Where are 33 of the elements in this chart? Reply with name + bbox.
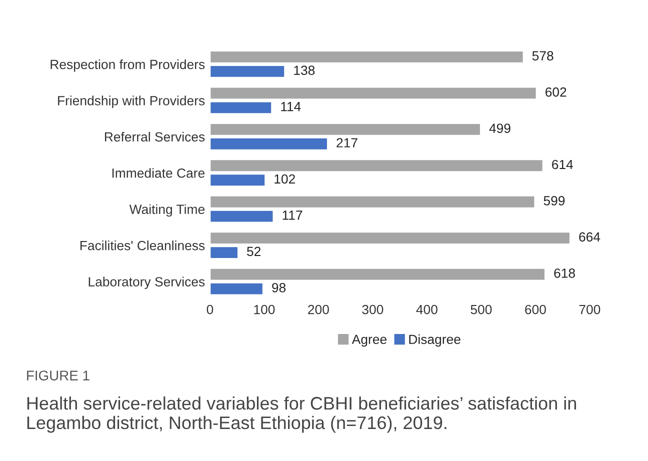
y-tick-label: Waiting Time	[129, 204, 205, 217]
data-label: 138	[294, 66, 315, 75]
data-label: 618	[554, 268, 575, 278]
y-tick-label: Respection from Providers	[50, 59, 205, 72]
data-label: 117	[282, 210, 302, 220]
x-tick-label: 100	[254, 304, 275, 314]
data-label: 578	[532, 51, 554, 61]
data-label: 499	[489, 124, 510, 133]
y-tick-label: Friendship with Providers	[58, 96, 205, 108]
y-tick-label: Facilities' Cleanliness	[80, 240, 205, 250]
x-tick-label: 0	[206, 304, 214, 314]
data-label: 614	[552, 160, 573, 170]
x-tick-label: 500	[470, 304, 492, 314]
data-label: 664	[579, 232, 600, 242]
y-tick-label: Referral Services	[104, 132, 205, 142]
data-label: 217	[336, 138, 358, 148]
data-label: 114	[281, 102, 301, 112]
data-label: 98	[272, 282, 286, 292]
legend-label: Agree	[352, 334, 386, 347]
x-tick-label: 300	[362, 304, 384, 314]
data-label: 52	[247, 246, 261, 256]
data-label: 102	[274, 174, 295, 184]
x-tick-label: 400	[416, 304, 438, 314]
caption: FIGURE 1	[27, 370, 90, 380]
x-tick-label: 700	[579, 304, 600, 314]
x-tick-label: 200	[308, 304, 329, 314]
legend-label: Disagree	[409, 334, 460, 347]
x-tick-label: 600	[525, 304, 546, 314]
data-label: 602	[546, 87, 566, 97]
data-label: 599	[544, 196, 565, 206]
text: Health service-related variables for CBHI beneficiaries’ satisfaction in Legambo district, North-East Ethiopia (n=716), 2019.	[27, 396, 576, 433]
y-tick-label: Immediate Care	[112, 168, 205, 178]
y-tick-label: Laboratory Services	[88, 276, 205, 290]
